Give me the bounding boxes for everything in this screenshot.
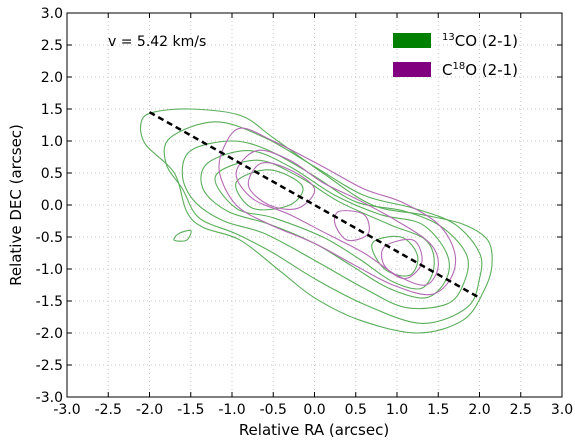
y-tick-label: 2.0 [41,70,63,86]
contour-13co [173,229,192,242]
y-tick-label: -2.5 [36,358,63,374]
legend-pre-c18o: C [442,61,452,79]
legend-sup-13co: 13 [442,32,455,43]
legend-text-13co: CO (2-1) [455,32,518,50]
x-tick-label: -0.5 [260,402,287,418]
legend-swatch-13co [393,33,431,48]
y-tick-label: -2.0 [36,326,63,342]
y-tick-label: 2.5 [41,38,63,54]
y-tick-label: 1.0 [41,134,63,150]
x-tick-label: 2.0 [468,402,490,418]
contour-layer [139,108,493,334]
contour-13co [214,159,435,290]
dashed-axis-line-layer [148,111,481,299]
contour-13co [371,235,419,277]
contour-13co [200,150,450,299]
y-tick-label: -0.5 [36,230,63,246]
x-tick-label: -1.5 [177,402,204,418]
y-tick-label: -3.0 [36,390,63,406]
y-tick-label: 0.0 [41,198,63,214]
legend-label-13co: 13CO (2-1) [442,32,518,50]
y-tick-label: 3.0 [41,6,63,22]
x-tick-label: 1.0 [386,402,408,418]
x-axis-label: Relative RA (arcsec) [239,421,389,439]
contour-c18o [235,149,439,286]
legend-sup-c18o: 18 [452,61,465,72]
contour-c18o [247,162,316,210]
tick-layer: -3.0 -2.5 -2.0 -1.5 -1.0 -0.5 0.0 0.5 1.0 1.5 2.0 2… [36,6,573,418]
x-tick-label: 1.5 [427,402,449,418]
legend-label-c18o: C18O (2-1) [442,61,518,79]
x-tick-label: 2.5 [510,402,532,418]
velocity-annotation: v = 5.42 km/s [108,34,206,50]
contour-c18o [380,238,423,280]
legend: 13CO (2-1) C18O (2-1) [393,32,518,79]
x-tick-label: 0.5 [345,402,367,418]
y-tick-label: -1.0 [36,262,63,278]
legend-text-c18o: O (2-1) [465,61,518,79]
contour-c18o [333,210,370,242]
x-tick-label: -1.0 [218,402,245,418]
x-tick-label: -2.5 [95,402,122,418]
contour-13co [163,121,483,324]
x-tick-label: 0.0 [303,402,325,418]
y-tick-label: 1.5 [41,102,63,118]
legend-swatch-c18o [393,62,431,77]
x-tick-label: -3.0 [53,402,80,418]
x-tick-label: -2.0 [136,402,163,418]
dashed-axis-line [148,111,481,299]
y-tick-label: -1.5 [36,294,63,310]
y-tick-label: 0.5 [41,166,63,182]
x-tick-label: 3.0 [551,402,573,418]
contour-c18o [218,127,457,296]
y-axis-label: Relative DEC (arcsec) [7,124,25,286]
